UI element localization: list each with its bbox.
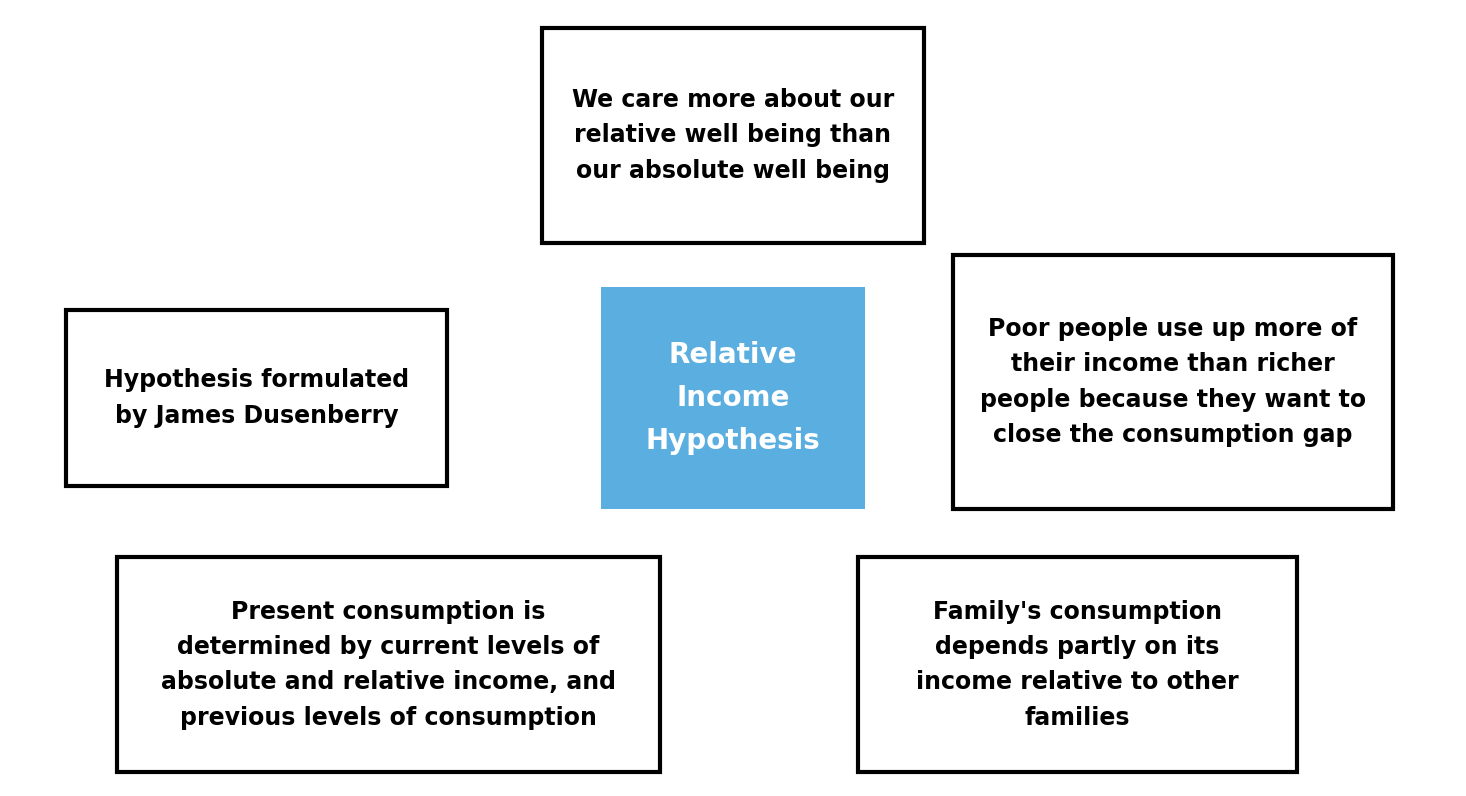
Text: Relative
Income
Hypothesis: Relative Income Hypothesis: [645, 341, 821, 455]
FancyBboxPatch shape: [953, 255, 1393, 509]
Text: Hypothesis formulated
by James Dusenberry: Hypothesis formulated by James Dusenberr…: [104, 369, 409, 427]
Text: Poor people use up more of
their income than richer
people because they want to
: Poor people use up more of their income …: [979, 317, 1366, 447]
Text: Family's consumption
depends partly on its
income relative to other
families: Family's consumption depends partly on i…: [916, 599, 1239, 730]
FancyBboxPatch shape: [117, 557, 660, 772]
Text: Present consumption is
determined by current levels of
absolute and relative inc: Present consumption is determined by cur…: [161, 599, 616, 730]
FancyBboxPatch shape: [601, 287, 865, 509]
FancyBboxPatch shape: [542, 28, 924, 243]
Text: We care more about our
relative well being than
our absolute well being: We care more about our relative well bei…: [572, 88, 894, 183]
FancyBboxPatch shape: [66, 310, 447, 486]
FancyBboxPatch shape: [858, 557, 1297, 772]
